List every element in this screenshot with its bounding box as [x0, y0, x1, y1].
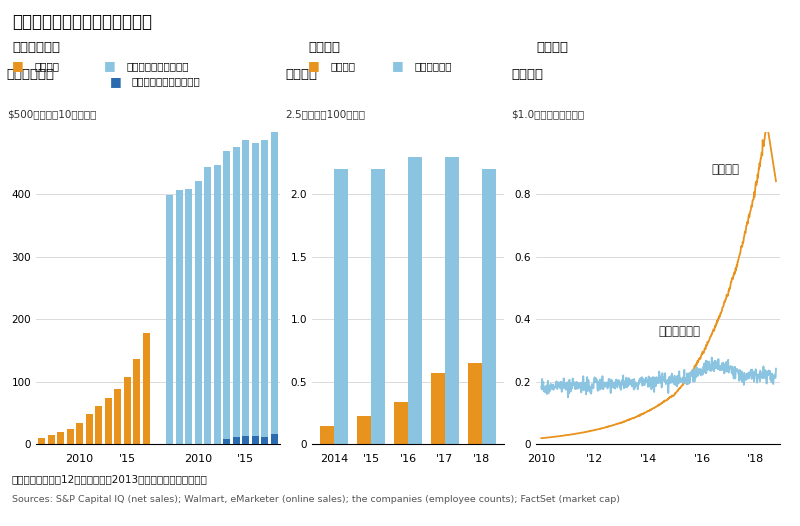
Text: ウォルマート（注１）: ウォルマート（注１） — [126, 60, 189, 71]
Bar — [270, 434, 278, 444]
Text: ■: ■ — [308, 59, 320, 72]
Bar — [320, 426, 334, 444]
Text: アマゾンとウォルマートの比較: アマゾンとウォルマートの比較 — [12, 13, 152, 31]
Bar — [48, 435, 54, 444]
Text: アマゾン: アマゾン — [330, 60, 355, 71]
Text: Sources: S&P Capital IQ (net sales); Walmart, eMarketer (online sales); the comp: Sources: S&P Capital IQ (net sales); Wal… — [12, 495, 620, 504]
Text: 従業員数: 従業員数 — [285, 68, 317, 82]
Text: 従業員数: 従業員数 — [308, 41, 340, 54]
Bar — [223, 439, 230, 444]
Bar — [105, 398, 112, 444]
Text: 注１：２〜１月の12カ月　注２：2013年と１６～１８年は推計: 注１：２〜１月の12カ月 注２：2013年と１６～１８年は推計 — [12, 474, 208, 484]
Bar — [233, 147, 240, 444]
Bar — [242, 436, 250, 444]
Bar — [38, 438, 46, 444]
Bar — [252, 143, 259, 444]
Text: ■: ■ — [104, 59, 116, 72]
Text: 世界純売上高: 世界純売上高 — [12, 41, 60, 54]
Bar — [133, 359, 140, 444]
Text: 世界純売上高: 世界純売上高 — [6, 68, 54, 82]
Bar — [262, 140, 268, 444]
Bar — [166, 195, 174, 444]
Text: ウォルマート: ウォルマート — [658, 325, 700, 338]
Bar — [394, 402, 408, 444]
Text: ■: ■ — [392, 59, 404, 72]
Bar — [252, 436, 259, 444]
Text: アマゾン: アマゾン — [34, 60, 59, 71]
Bar — [186, 189, 193, 444]
Bar — [223, 151, 230, 444]
Bar — [242, 140, 250, 444]
Bar — [371, 169, 385, 444]
Bar — [408, 157, 422, 444]
Bar — [214, 165, 221, 444]
Bar — [357, 416, 371, 444]
Bar — [86, 414, 93, 444]
Text: ウォルマート: ウォルマート — [414, 60, 452, 71]
Text: $500（単位：10億ドル）: $500（単位：10億ドル） — [6, 109, 96, 119]
Bar — [204, 167, 211, 444]
Text: オンライン販売（注２）: オンライン販売（注２） — [132, 76, 201, 87]
Bar — [66, 429, 74, 444]
Bar — [114, 389, 122, 444]
Text: ■: ■ — [110, 75, 122, 88]
Bar — [95, 406, 102, 444]
Bar — [270, 132, 278, 444]
Text: 時価総額: 時価総額 — [536, 41, 568, 54]
Bar — [123, 378, 130, 444]
Bar — [142, 333, 150, 444]
Text: 時価総額: 時価総額 — [512, 68, 543, 82]
Bar — [431, 373, 445, 444]
Text: ■: ■ — [12, 59, 24, 72]
Text: アマゾン: アマゾン — [712, 163, 740, 176]
Bar — [445, 157, 459, 444]
Bar — [468, 363, 482, 444]
Bar — [194, 181, 202, 444]
Bar — [334, 169, 348, 444]
Text: $1.0（単位：兆ドル）: $1.0（単位：兆ドル） — [512, 109, 585, 119]
Bar — [262, 437, 268, 444]
Bar — [233, 437, 240, 444]
Bar — [482, 169, 496, 444]
Bar — [57, 432, 64, 444]
Text: 2.5（単位：100万人）: 2.5（単位：100万人） — [285, 109, 365, 119]
Bar — [176, 190, 183, 444]
Bar — [76, 423, 83, 444]
